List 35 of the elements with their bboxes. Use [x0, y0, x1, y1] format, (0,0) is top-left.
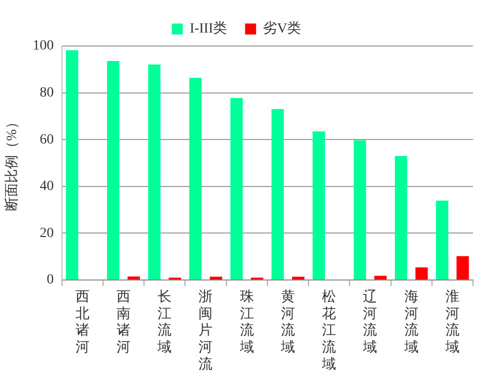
bar — [312, 131, 325, 280]
bar — [292, 276, 304, 280]
x-tick-label: 辽河流域 — [362, 289, 378, 356]
bar — [272, 109, 284, 280]
x-tick-label: 长江流域 — [156, 289, 172, 356]
bar — [436, 200, 448, 280]
x-tick-label: 西北诸河 — [75, 290, 90, 356]
bar — [128, 276, 140, 280]
y-tick-label: 60 — [40, 132, 54, 148]
x-tick-label: 浙闽片河流 — [198, 289, 213, 372]
bar — [394, 156, 408, 280]
bar — [374, 276, 387, 280]
x-tick-label: 松花江流域 — [321, 289, 336, 372]
bar — [456, 256, 469, 280]
y-tick-label: 20 — [40, 226, 54, 241]
legend-label: 劣V类 — [263, 20, 302, 37]
y-tick-label: 40 — [40, 179, 54, 194]
y-tick-label: 100 — [32, 38, 54, 54]
y-tick-label: 0 — [46, 272, 54, 288]
x-tick-label: 珠江流域 — [238, 289, 254, 356]
x-tick-label: 西南诸河 — [116, 290, 130, 356]
bar — [189, 78, 202, 280]
legend-label: I-III类 — [190, 20, 228, 37]
bar — [148, 64, 160, 280]
x-tick-label: 淮河流域 — [444, 289, 460, 356]
y-tick-label: 80 — [40, 85, 54, 100]
x-tick-label: 黄河流域 — [280, 289, 295, 356]
bar — [107, 60, 120, 280]
bar — [415, 267, 428, 280]
x-tick-label: 海河流域 — [403, 289, 418, 356]
bar — [66, 50, 78, 280]
bar — [354, 140, 366, 280]
y-axis-title: 断面比例（%） — [4, 115, 20, 211]
bar — [210, 276, 222, 280]
bar — [230, 98, 243, 280]
